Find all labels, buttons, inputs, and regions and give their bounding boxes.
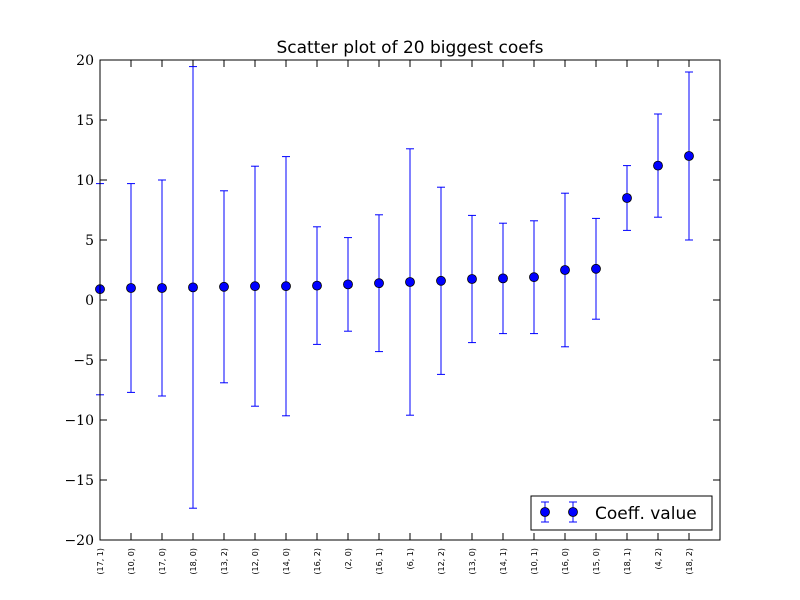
x-tick-label: (13, 0) [468,548,477,575]
x-tick-label: (18, 1) [623,548,632,575]
x-tick-label: (14, 0) [282,548,291,575]
data-point [653,160,663,171]
legend-box [530,495,713,531]
data-point [591,263,601,274]
data-point [467,274,477,284]
x-tick-label: (18, 0) [189,548,198,575]
data-point [312,280,322,291]
data-point-group [126,183,136,393]
data-point-group [622,165,632,231]
data-point-group [188,66,198,509]
x-tick-label: (17, 1) [96,548,105,575]
x-tick-label: (17, 0) [158,548,167,575]
x-tick-label: (15, 0) [592,548,601,575]
y-axis-ticks: −20 −15 −10 −5 0 5 10 15 20 [64,53,720,549]
data-point [436,275,446,286]
legend-label: Coeff. value [595,504,697,524]
x-tick-label: (16, 2) [313,548,322,575]
data-point [529,272,539,283]
data-point-group [529,220,539,335]
y-tick-label: 20 [76,53,94,69]
data-point-group [653,113,663,218]
x-tick-label: (12, 0) [251,548,260,575]
data-point-group [374,214,384,353]
x-tick-label: (16, 1) [375,548,384,575]
y-tick-label: −10 [64,413,94,429]
data-point [405,277,415,287]
data-point [684,151,694,161]
data-point-group [157,179,167,397]
data-point [188,282,198,293]
data-point-group [219,190,229,384]
data-point [374,278,384,289]
data-point-group [591,217,601,320]
data-point [219,281,229,292]
y-tick-label: 15 [76,113,94,129]
data-point [250,281,260,292]
data-point [622,193,632,203]
y-tick-label: −5 [73,353,94,369]
data-point [498,273,508,284]
data-point-group [436,186,446,375]
x-tick-label: (18, 2) [685,548,694,575]
y-tick-label: −15 [64,473,94,489]
data-point [343,279,353,290]
x-tick-label: (2, 0) [344,548,353,570]
y-tick-label: −20 [64,533,94,549]
data-point-group [467,214,477,344]
data-point-group [312,226,322,345]
x-tick-label: (10, 0) [127,548,136,575]
data-point [126,283,136,293]
x-tick-label: (12, 2) [437,548,446,575]
data-point-group [281,156,291,417]
y-tick-label: 10 [76,173,94,189]
plot-frame [99,59,721,541]
legend-point [568,507,578,517]
data-point-group [684,71,694,241]
y-tick-label: 0 [85,293,94,309]
data-point-group [250,165,260,407]
data-point [281,281,291,292]
data-point [157,283,167,293]
legend: Coeff. value [530,495,713,531]
legend-marker [540,501,578,523]
series-coeff-value [95,66,694,509]
x-tick-label: (4, 2) [654,548,663,570]
data-point-group [405,148,415,416]
data-point [560,265,570,275]
x-tick-label: (6, 1) [406,548,415,570]
data-point-group [498,222,508,335]
chart-title: Scatter plot of 20 biggest coefs [276,38,543,58]
x-tick-label: (14, 1) [499,548,508,575]
y-tick-label: 5 [85,233,94,249]
x-tick-label: (10, 1) [530,548,539,575]
x-tick-label: (16, 0) [561,548,570,575]
x-tick-label: (13, 2) [220,548,229,575]
x-axis-ticks: (17, 1) (10, 0) (17, 0) (18, 0) (13, 2) (12, … [96,60,694,575]
data-point-group [560,192,570,348]
legend-point [540,507,550,517]
data-point-group [343,237,353,332]
